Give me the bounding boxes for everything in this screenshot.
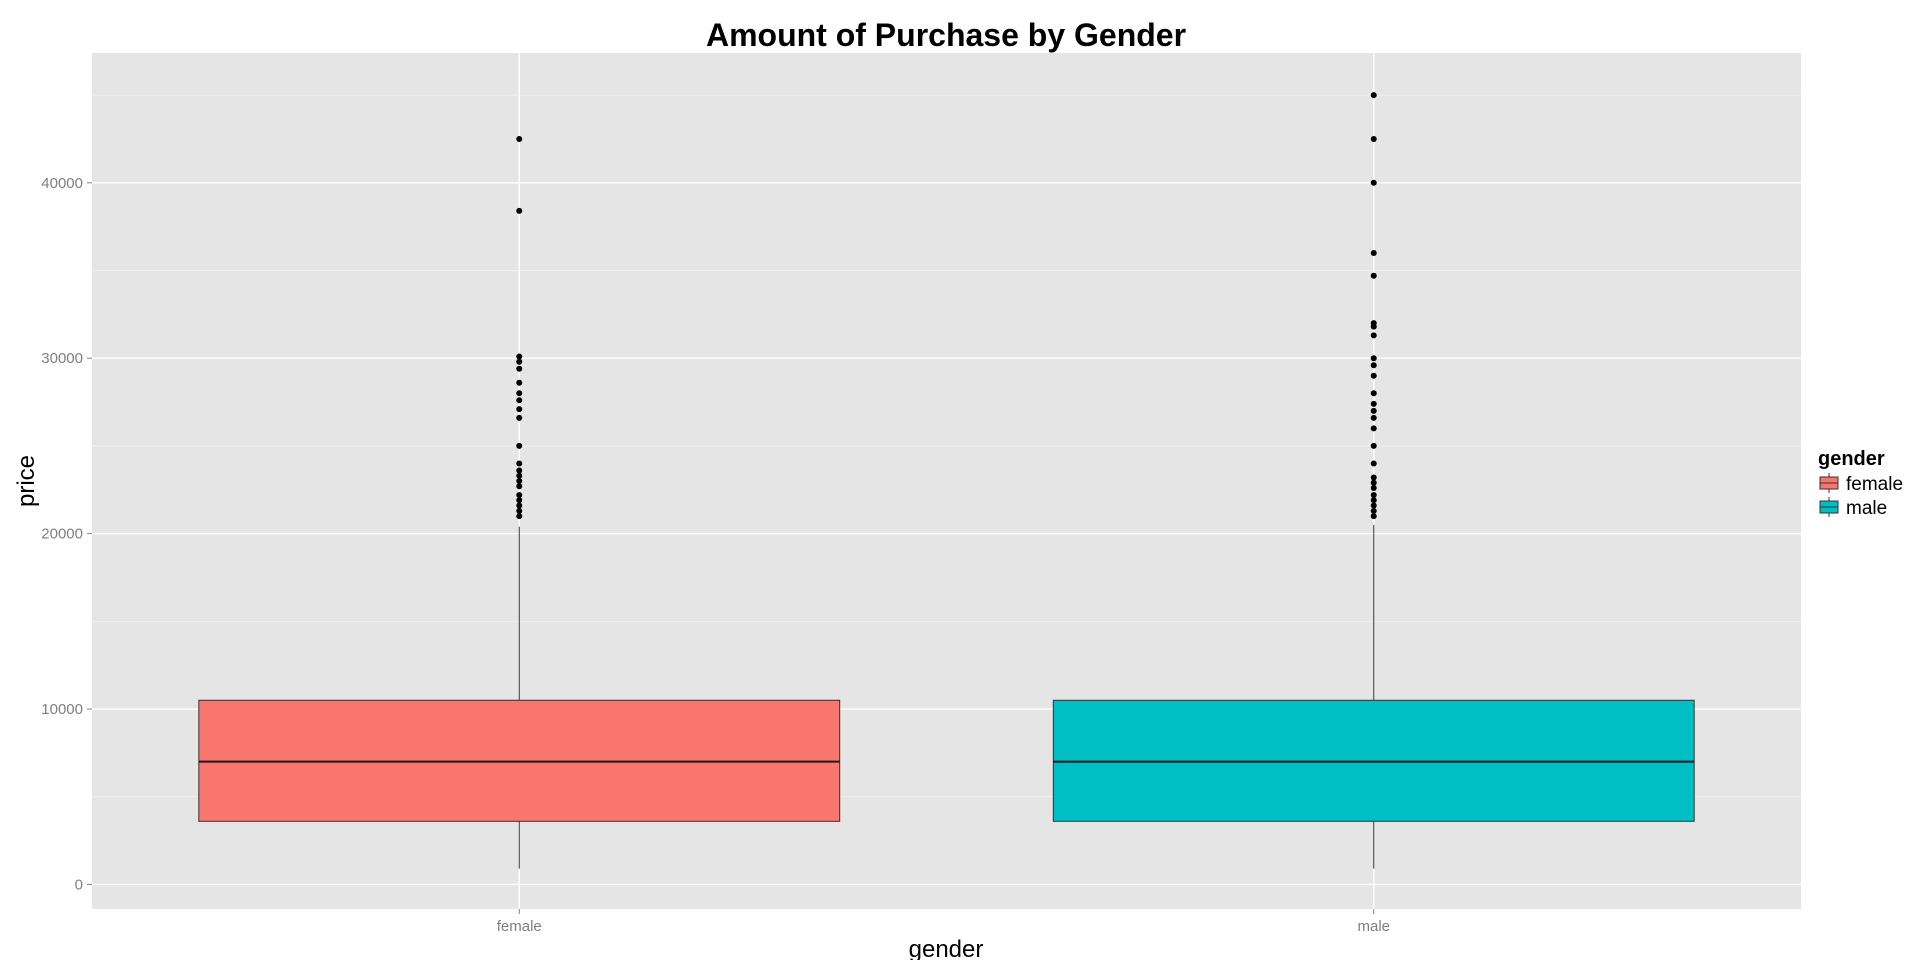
outlier-point bbox=[1370, 474, 1377, 481]
outlier-point bbox=[1370, 414, 1377, 421]
outlier-point bbox=[516, 513, 523, 520]
y-tick-label: 40000 bbox=[41, 175, 83, 192]
y-axis-title: price bbox=[13, 455, 40, 507]
outlier-point bbox=[1370, 502, 1377, 509]
y-tick-label: 20000 bbox=[41, 526, 83, 543]
outlier-point bbox=[1370, 355, 1377, 362]
chart-title: Amount of Purchase by Gender bbox=[706, 17, 1186, 53]
outlier-point bbox=[516, 135, 523, 142]
outlier-point bbox=[516, 507, 523, 514]
outlier-point bbox=[1370, 485, 1377, 492]
legend-label-female: female bbox=[1846, 474, 1903, 495]
outlier-point bbox=[1370, 492, 1377, 499]
x-tick-label: female bbox=[497, 918, 542, 935]
outlier-point bbox=[516, 497, 523, 504]
outlier-point bbox=[1370, 425, 1377, 432]
outlier-point bbox=[516, 406, 523, 413]
box-female bbox=[198, 135, 841, 869]
outlier-point bbox=[1370, 442, 1377, 449]
outlier-point bbox=[1370, 479, 1377, 486]
legend-item-female: female bbox=[1819, 473, 1903, 495]
outlier-point bbox=[1370, 513, 1377, 520]
outlier-point bbox=[516, 379, 523, 386]
outlier-point bbox=[516, 472, 523, 479]
outlier-point bbox=[1370, 407, 1377, 414]
outlier-point bbox=[516, 414, 523, 421]
outlier-point bbox=[1370, 390, 1377, 397]
axis-ticks: 0 10000 20000 30000 40000 female male bbox=[41, 175, 1390, 935]
outlier-point bbox=[516, 492, 523, 499]
outlier-point bbox=[516, 365, 523, 372]
outlier-point bbox=[516, 478, 523, 484]
outlier-point bbox=[516, 390, 523, 397]
box-male bbox=[1052, 92, 1695, 869]
outlier-point bbox=[516, 358, 523, 365]
outlier-point bbox=[1370, 400, 1377, 407]
outlier-point bbox=[1370, 179, 1377, 186]
outlier-point bbox=[516, 397, 523, 404]
outlier-point bbox=[516, 502, 523, 509]
x-tick-label: male bbox=[1357, 918, 1390, 935]
outlier-point bbox=[516, 483, 523, 490]
outlier-point bbox=[516, 353, 523, 360]
outlier-point bbox=[1370, 135, 1377, 142]
outlier-point bbox=[1370, 507, 1377, 514]
y-tick-label: 0 bbox=[75, 876, 83, 893]
outlier-point bbox=[516, 467, 523, 474]
outlier-point bbox=[1370, 372, 1377, 379]
outlier-point bbox=[1370, 460, 1377, 467]
legend-label-male: male bbox=[1846, 498, 1887, 519]
outlier-point bbox=[1370, 92, 1377, 99]
box-layer bbox=[198, 92, 1695, 869]
x-axis-title: gender bbox=[909, 936, 984, 960]
outlier-point bbox=[1370, 497, 1377, 504]
legend-title: gender bbox=[1818, 448, 1885, 470]
outlier-point bbox=[516, 207, 523, 214]
legend: gender female male bbox=[1818, 448, 1903, 519]
outlier-point bbox=[516, 442, 523, 449]
y-tick-label: 10000 bbox=[41, 701, 83, 718]
y-tick-label: 30000 bbox=[41, 350, 83, 367]
outlier-point bbox=[1370, 362, 1377, 369]
outlier-point bbox=[1370, 272, 1377, 279]
outlier-point bbox=[516, 460, 523, 467]
outlier-point bbox=[1370, 320, 1377, 327]
legend-item-male: male bbox=[1819, 497, 1887, 519]
outlier-point bbox=[1370, 332, 1377, 339]
outlier-point bbox=[1370, 249, 1377, 256]
